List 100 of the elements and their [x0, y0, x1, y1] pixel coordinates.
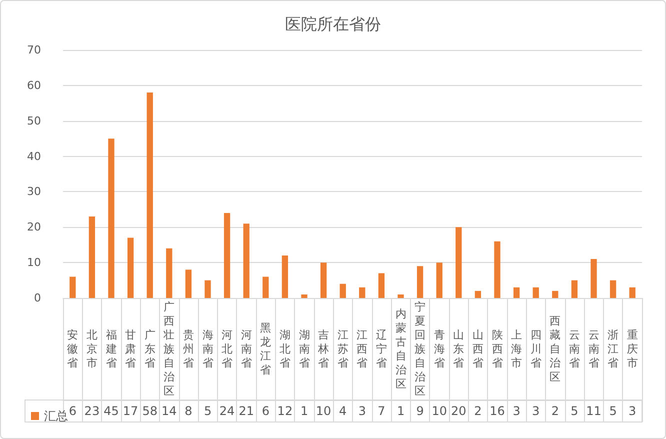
y-tick-label: 70: [27, 44, 41, 56]
x-tick-label: 江苏省: [337, 328, 348, 370]
x-tick-label: 重庆市: [626, 328, 638, 370]
x-tick-label: 广东省: [144, 328, 156, 370]
bar: [146, 92, 153, 298]
bar: [398, 294, 404, 298]
data-label: 11: [586, 404, 602, 418]
bar: [166, 248, 172, 298]
data-label: 6: [68, 404, 76, 418]
bar: [282, 255, 288, 298]
data-label: 3: [512, 404, 520, 418]
bar: [474, 290, 482, 298]
data-label: 8: [184, 404, 192, 418]
data-label: 2: [551, 404, 559, 418]
data-label: 5: [204, 404, 212, 418]
data-label: 14: [162, 404, 177, 418]
bar: [456, 227, 462, 298]
x-tick-label: 内蒙古自治区: [395, 308, 406, 390]
y-tick-label: 10: [27, 256, 41, 270]
y-tick-label: 60: [27, 78, 41, 92]
bar: [494, 241, 500, 298]
x-tick-label: 广西壮族自治区: [162, 300, 175, 398]
data-label: 3: [532, 404, 540, 418]
x-tick-label: 上海市: [511, 328, 522, 370]
data-label: 24: [219, 404, 235, 418]
x-tick-label: 江西省: [356, 328, 368, 370]
x-tick-label: 四川省: [530, 328, 542, 370]
x-tick-label: 陕西省: [492, 328, 503, 370]
y-tick-label: 40: [27, 150, 41, 163]
data-label: 7: [378, 404, 386, 418]
y-tick-label: 30: [27, 185, 41, 198]
bar: [359, 287, 366, 298]
x-tick-label: 黑龙江省: [260, 322, 272, 376]
x-tick-label: 湖北省: [279, 328, 290, 370]
y-tick-label: 50: [27, 114, 41, 128]
data-label: 1: [300, 404, 308, 418]
bar: [108, 138, 114, 298]
data-label: 23: [84, 404, 100, 418]
x-tick-label: 安徽省: [67, 328, 78, 370]
x-tick-label: 云南省: [568, 328, 580, 370]
x-tick-label: 河北省: [222, 328, 233, 370]
data-label: 5: [570, 404, 578, 418]
data-label: 58: [142, 404, 158, 418]
data-label: 16: [490, 404, 505, 418]
x-tick-label: 辽宁省: [376, 328, 387, 370]
x-tick-label: 青海省: [434, 328, 445, 370]
bar: [301, 294, 308, 298]
data-label: 2: [474, 404, 482, 418]
bar: [571, 280, 578, 298]
data-label: 3: [358, 404, 366, 418]
x-tick-label: 湖南省: [298, 328, 310, 370]
chart-title: 医院所在省份: [285, 14, 381, 34]
data-label: 4: [339, 404, 347, 418]
data-label: 3: [628, 404, 636, 418]
data-label: 17: [122, 404, 138, 418]
bar: [204, 280, 211, 298]
x-tick-label: 海南省: [202, 328, 214, 370]
data-label: 10: [432, 404, 447, 418]
bar: [243, 224, 250, 298]
data-label: 21: [238, 404, 254, 418]
x-tick-label: 山西省: [472, 328, 484, 370]
bar: [629, 287, 636, 298]
x-tick-label: 山东省: [453, 328, 464, 370]
y-tick-label: 0: [34, 292, 41, 304]
x-tick-label: 云南省: [588, 328, 600, 370]
bar: [610, 280, 616, 298]
data-label: 45: [104, 404, 119, 418]
bar: [70, 276, 76, 298]
bar: [340, 284, 346, 298]
bar: [185, 270, 192, 298]
bar: [436, 262, 442, 298]
x-tick-label: 甘肃省: [125, 328, 136, 370]
x-tick-label: 宁夏回族自治区: [414, 300, 426, 398]
bar: [320, 262, 327, 298]
bar: [224, 212, 230, 298]
data-label: 9: [416, 404, 424, 418]
data-label: 12: [277, 404, 293, 418]
x-tick-label: 河南省: [240, 328, 252, 370]
x-tick-label: 贵州省: [182, 328, 194, 370]
data-label: 20: [451, 404, 466, 418]
data-label: 1: [396, 404, 405, 418]
bar: [513, 287, 520, 298]
x-tick-label: 福建省: [104, 328, 117, 370]
data-label: 6: [262, 404, 270, 418]
data-label: 5: [609, 404, 617, 418]
data-label: 10: [316, 404, 332, 418]
y-tick-label: 20: [27, 220, 41, 234]
x-tick-label: 吉林省: [317, 328, 330, 370]
bar: [127, 238, 134, 298]
bar: [88, 216, 96, 298]
bar: [552, 290, 558, 298]
x-tick-label: 浙江省: [608, 328, 619, 370]
x-tick-label: 西藏自治区: [550, 314, 561, 384]
bar: [590, 259, 597, 298]
bar: [378, 273, 385, 298]
bar: [532, 287, 539, 298]
x-tick-label: 北京市: [86, 328, 98, 370]
legend-label: 汇总: [44, 409, 68, 423]
bar: [416, 266, 424, 298]
bar: [262, 276, 269, 298]
